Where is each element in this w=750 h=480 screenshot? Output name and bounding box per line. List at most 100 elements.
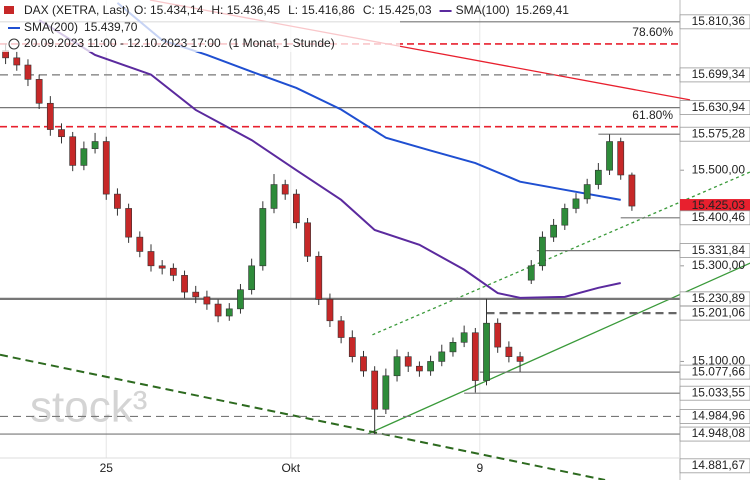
candle-body — [315, 255, 323, 300]
candle-body — [516, 356, 524, 362]
candle-body — [449, 342, 457, 353]
candle-body — [91, 141, 99, 149]
level-box — [679, 100, 750, 115]
candle-body — [158, 265, 166, 269]
candles — [2, 43, 636, 435]
candle-body — [505, 346, 513, 357]
candle-body — [427, 361, 434, 372]
watermark: stock³ — [30, 383, 147, 432]
legend-icon — [4, 6, 14, 14]
level-box — [679, 458, 750, 474]
candle-body — [181, 275, 188, 293]
candle-body — [371, 370, 379, 410]
clock-icon — [8, 38, 20, 50]
candle-body — [416, 365, 423, 372]
level-label: 14.948,08 — [692, 426, 746, 440]
price-box — [680, 199, 750, 214]
candle-body — [393, 356, 401, 377]
fib-label: 78.60% — [632, 25, 673, 39]
candle-body — [561, 208, 569, 226]
trendline — [0, 353, 606, 480]
ohlc-label: L: 15.416,86 — [288, 3, 355, 17]
level-box — [679, 426, 750, 442]
candle-body — [270, 184, 278, 209]
candle-body — [527, 265, 535, 281]
y-tick-label: 15.500,00 — [692, 162, 746, 176]
candle-body — [293, 193, 300, 224]
candle-body — [281, 184, 289, 195]
candle-body — [248, 265, 256, 291]
level-label: 15.033,55 — [692, 385, 746, 399]
axis-labels: 25 Okt 9 15.100,00 15.300,00 15.500,00 15.810,… — [100, 14, 750, 475]
candle-body — [136, 236, 144, 252]
period-note: (1 Monat, 1 Stunde) — [229, 36, 335, 50]
fib-label: 61.80% — [632, 108, 673, 122]
candle-body — [13, 57, 21, 66]
candle-body — [460, 332, 468, 343]
candle-body — [360, 356, 367, 372]
level-box — [679, 305, 750, 321]
candle-body — [326, 298, 334, 322]
legend-value: 15.269,41 — [516, 3, 570, 17]
ohlc-label: H: 15.436,45 — [211, 3, 280, 17]
level-label: 14.881,67 — [692, 458, 746, 472]
ohlc-label: O: 15.434,14 — [134, 3, 204, 17]
candle-body — [237, 289, 244, 310]
candle-body — [24, 64, 32, 80]
candle-body — [35, 79, 43, 104]
level-label: 15.575,28 — [692, 126, 746, 140]
level-box — [679, 67, 750, 83]
candle-body — [147, 251, 155, 267]
candle-body — [617, 141, 625, 176]
candle-body — [125, 208, 132, 238]
level-label: 15.699,34 — [692, 67, 746, 81]
candle-body — [203, 296, 211, 305]
level-label: 15.810,36 — [692, 14, 746, 28]
candle-body — [471, 332, 479, 381]
candle-body — [102, 141, 110, 195]
x-tick-label: Okt — [281, 461, 300, 475]
candle-body — [114, 193, 121, 209]
price-label: 15.425,03 — [692, 198, 746, 212]
candle-body — [58, 129, 65, 138]
level-label: 14.984,96 — [692, 409, 746, 423]
trendline — [367, 262, 750, 435]
candle-body — [259, 208, 267, 267]
level-box — [679, 385, 750, 401]
legend-value: 15.439,70 — [84, 20, 138, 34]
candle-body — [69, 136, 77, 166]
x-tick-label: 9 — [476, 461, 483, 475]
legend-bg — [0, 0, 400, 52]
level-box — [679, 14, 750, 30]
candle-body — [214, 303, 222, 317]
x-tick-label: 25 — [100, 461, 114, 475]
level-box — [679, 364, 750, 380]
candle-body — [337, 320, 345, 338]
candle-body — [583, 184, 591, 200]
candle-body — [404, 356, 412, 367]
candle-body — [572, 198, 580, 209]
level-label: 15.230,89 — [692, 291, 746, 305]
level-label: 15.400,46 — [692, 210, 746, 224]
candle-body — [539, 236, 546, 267]
candle-body — [348, 337, 356, 357]
level-box — [679, 126, 750, 142]
candle-body — [494, 322, 502, 348]
candle-body — [483, 322, 490, 381]
level-label: 15.630,94 — [692, 100, 746, 114]
level-label: 15.201,06 — [692, 305, 746, 319]
level-label: 15.077,66 — [692, 364, 746, 378]
sma-line — [38, 19, 621, 299]
candle-body — [225, 308, 233, 317]
legend-entry: SMA(200) — [24, 20, 78, 34]
candle-body — [80, 148, 88, 166]
ohlc-label: C: 15.425,03 — [363, 3, 432, 17]
candle-body — [169, 267, 177, 276]
level-box — [679, 409, 750, 424]
candle-body — [594, 169, 602, 185]
legend-entry: SMA(100) — [456, 3, 510, 17]
y-tick-label: 15.300,00 — [692, 258, 746, 272]
trendline — [372, 171, 750, 336]
level-box — [679, 210, 750, 226]
